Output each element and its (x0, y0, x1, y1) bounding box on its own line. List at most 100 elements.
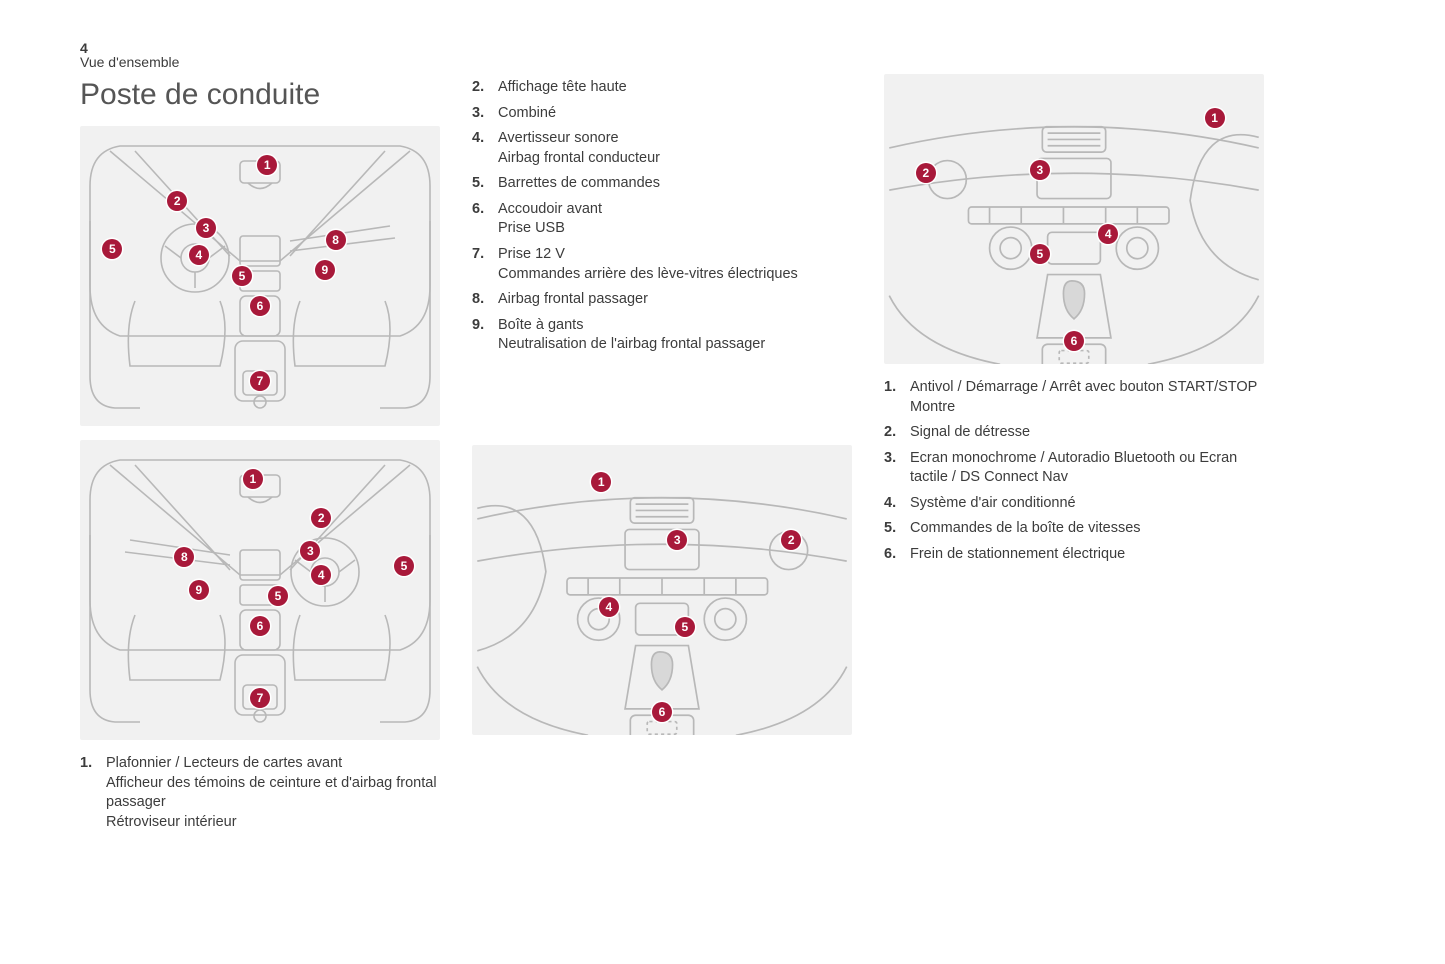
list-item-text: Antivol / Démarrage / Arrêt avec bouton … (910, 378, 1264, 417)
list-item: 7.Prise 12 VCommandes arrière des lève-v… (472, 245, 852, 284)
list-item-line: Combiné (498, 104, 852, 124)
list-item-text: Avertisseur sonoreAirbag frontal conduct… (498, 129, 852, 168)
list-item-text: Ecran monochrome / Autoradio Bluetooth o… (910, 449, 1264, 488)
list-item-line: Rétroviseur intérieur (106, 813, 440, 833)
callout-marker: 5 (232, 266, 252, 286)
callout-marker: 2 (781, 530, 801, 550)
column-right: 1 2 3 4 5 6 1.Antivol / Démarrage / Arrêt ave… (884, 74, 1264, 571)
callout-marker: 2 (167, 191, 187, 211)
list-item: 2.Affichage tête haute (472, 78, 852, 98)
list-item-text: Système d'air conditionné (910, 494, 1264, 514)
list-item-text: Airbag frontal passager (498, 290, 852, 310)
callout-marker: 1 (1205, 108, 1225, 128)
list-item-text: Plafonnier / Lecteurs de cartes avantAff… (106, 754, 440, 832)
callout-marker: 2 (311, 508, 331, 528)
list-item: 6.Frein de stationnement électrique (884, 545, 1264, 565)
list-item-line: Airbag frontal passager (498, 290, 852, 310)
list-item-line: Boîte à gants (498, 316, 852, 336)
callout-marker: 6 (250, 616, 270, 636)
callout-marker: 5 (1030, 244, 1050, 264)
callout-marker: 6 (1064, 331, 1084, 351)
callout-marker: 5 (394, 556, 414, 576)
list-item-text: Commandes de la boîte de vitesses (910, 519, 1264, 539)
list-item-number: 4. (472, 129, 498, 168)
list-item-line: Système d'air conditionné (910, 494, 1264, 514)
callout-marker: 2 (916, 163, 936, 183)
list-item-text: Accoudoir avantPrise USB (498, 200, 852, 239)
diagram-console-rhd: 1 2 3 4 5 6 (884, 74, 1264, 364)
callout-marker: 4 (1098, 224, 1118, 244)
list-item-number: 6. (472, 200, 498, 239)
list-item-number: 2. (472, 78, 498, 98)
page-header: 4 Vue d'ensemble (80, 40, 1365, 70)
list-item: 6.Accoudoir avantPrise USB (472, 200, 852, 239)
diagram-interior-rhd: 1234556789 (80, 440, 440, 740)
list-item-line: Airbag frontal conducteur (498, 149, 852, 169)
list-item-line: Affichage tête haute (498, 78, 852, 98)
list-item-line: Neutralisation de l'airbag frontal passa… (498, 335, 852, 355)
page-title: Poste de conduite (80, 78, 440, 112)
list-item-number: 1. (884, 378, 910, 417)
list-item-number: 8. (472, 290, 498, 310)
list-item-line: Commandes de la boîte de vitesses (910, 519, 1264, 539)
list-item: 2.Signal de détresse (884, 423, 1264, 443)
list-item-line: Avertisseur sonore (498, 129, 852, 149)
list-item: 4.Avertisseur sonoreAirbag frontal condu… (472, 129, 852, 168)
callout-marker: 3 (667, 530, 687, 550)
list-item-line: Antivol / Démarrage / Arrêt avec bouton … (910, 378, 1264, 398)
list-item-line: Barrettes de commandes (498, 174, 852, 194)
list-item: 9.Boîte à gantsNeutralisation de l'airba… (472, 316, 852, 355)
callout-marker: 9 (315, 260, 335, 280)
callout-marker: 7 (250, 371, 270, 391)
list-item-text: Affichage tête haute (498, 78, 852, 98)
callout-marker: 1 (591, 472, 611, 492)
callout-marker: 4 (311, 565, 331, 585)
list-mid: 2.Affichage tête haute3.Combiné4.Avertis… (472, 78, 852, 355)
callout-marker: 1 (243, 469, 263, 489)
list-item: 5.Commandes de la boîte de vitesses (884, 519, 1264, 539)
callout-marker: 5 (102, 239, 122, 259)
list-item-number: 6. (884, 545, 910, 565)
callout-marker: 4 (189, 245, 209, 265)
list-item-line: Prise 12 V (498, 245, 852, 265)
callout-marker: 6 (652, 702, 672, 722)
list-item-line: Prise USB (498, 219, 852, 239)
list-item-number: 3. (884, 449, 910, 488)
callout-marker: 4 (599, 597, 619, 617)
section-name: Vue d'ensemble (80, 54, 1365, 70)
callout-marker: 7 (250, 688, 270, 708)
list-item-number: 5. (884, 519, 910, 539)
list-item-line: Commandes arrière des lève-vitres électr… (498, 265, 852, 285)
list-item: 1.Plafonnier / Lecteurs de cartes avantA… (80, 754, 440, 832)
diagram-console-lhd: 123456 (472, 445, 852, 735)
callout-marker: 1 (257, 155, 277, 175)
list-item: 1.Antivol / Démarrage / Arrêt avec bouto… (884, 378, 1264, 417)
list-item-number: 2. (884, 423, 910, 443)
callout-marker: 3 (300, 541, 320, 561)
diagram-interior-lhd: 1234556789 (80, 126, 440, 426)
callout-marker: 8 (326, 230, 346, 250)
column-middle: 2.Affichage tête haute3.Combiné4.Avertis… (472, 74, 852, 749)
column-left: Poste de conduite (80, 74, 440, 838)
list-item-number: 7. (472, 245, 498, 284)
list-left: 1.Plafonnier / Lecteurs de cartes avantA… (80, 754, 440, 832)
callout-marker: 9 (189, 580, 209, 600)
console-lhd-svg (472, 445, 852, 735)
content-columns: Poste de conduite (80, 74, 1365, 838)
list-item-line: Afficheur des témoins de ceinture et d'a… (106, 774, 440, 813)
callout-marker: 3 (1030, 160, 1050, 180)
list-item-text: Barrettes de commandes (498, 174, 852, 194)
list-item-number: 9. (472, 316, 498, 355)
list-item-text: Boîte à gantsNeutralisation de l'airbag … (498, 316, 852, 355)
list-item-number: 5. (472, 174, 498, 194)
list-item-text: Signal de détresse (910, 423, 1264, 443)
list-item-number: 1. (80, 754, 106, 832)
list-item-line: Frein de stationnement électrique (910, 545, 1264, 565)
list-item-number: 4. (884, 494, 910, 514)
list-right: 1.Antivol / Démarrage / Arrêt avec bouto… (884, 378, 1264, 565)
callout-marker: 3 (196, 218, 216, 238)
list-item-text: Frein de stationnement électrique (910, 545, 1264, 565)
list-item-line: Ecran monochrome / Autoradio Bluetooth o… (910, 449, 1264, 488)
list-item-line: Signal de détresse (910, 423, 1264, 443)
callout-marker: 8 (174, 547, 194, 567)
